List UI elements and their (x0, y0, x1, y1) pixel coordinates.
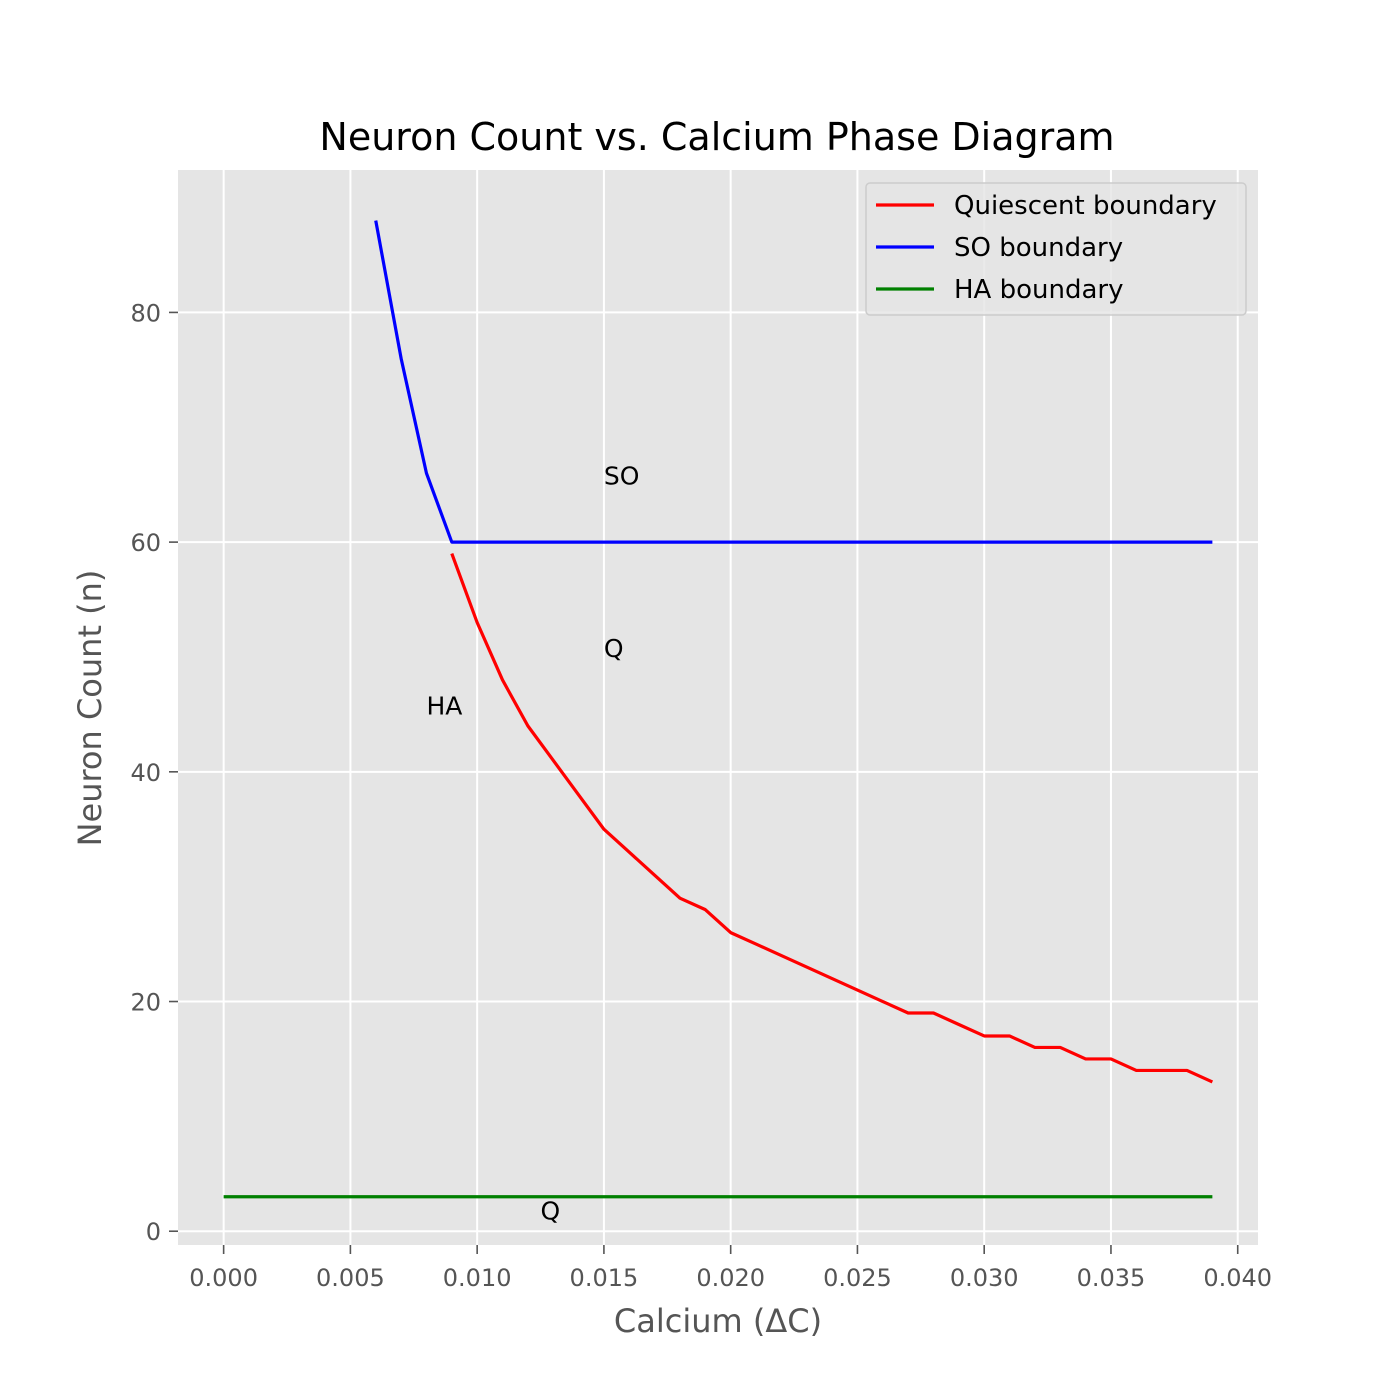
x-tick-label: 0.005 (316, 1264, 385, 1292)
legend: Quiescent boundary SO boundary HA boundary (865, 182, 1247, 316)
region-label-q: Q (541, 1197, 561, 1226)
x-tick-label: 0.040 (1203, 1264, 1272, 1292)
region-label-ha: HA (426, 691, 462, 720)
y-axis-label: Neuron Count (n) (71, 570, 109, 847)
y-tick-label: 20 (130, 989, 161, 1017)
x-tick-label: 0.000 (189, 1264, 258, 1292)
x-tick-label: 0.035 (1077, 1264, 1146, 1292)
region-label-so: SO (604, 462, 640, 491)
series-line-so-boundary (374, 220, 1213, 544)
x-tick-label: 0.015 (570, 1264, 639, 1292)
x-axis-label: Calcium (ΔC) (614, 1302, 822, 1340)
chart-title: Neuron Count vs. Calcium Phase Diagram (319, 115, 1114, 159)
plot-area (178, 170, 1258, 1245)
x-tick-label: 0.030 (950, 1264, 1019, 1292)
y-tick-label: 40 (130, 759, 161, 787)
legend-label-quiescent-boundary: Quiescent boundary (954, 191, 1217, 221)
x-tick-label: 0.020 (696, 1264, 765, 1292)
y-tick-label: 80 (130, 299, 161, 327)
legend-label-so-boundary: SO boundary (954, 233, 1123, 263)
series-lines (223, 220, 1214, 1199)
y-tick-label: 60 (130, 529, 161, 557)
region-annotations: SO Q HA Q (426, 462, 639, 1226)
axis-ticks: 0.000 0.005 0.010 0.015 0.020 0.025 0.030 0.035… (130, 299, 1272, 1292)
x-tick-label: 0.010 (443, 1264, 512, 1292)
region-label-q: Q (604, 634, 624, 663)
series-line-quiescent-boundary (450, 553, 1214, 1084)
grid (178, 170, 1258, 1245)
x-tick-label: 0.025 (823, 1264, 892, 1292)
y-tick-label: 0 (146, 1218, 161, 1246)
legend-box (865, 182, 1247, 316)
legend-label-ha-boundary: HA boundary (954, 275, 1123, 305)
